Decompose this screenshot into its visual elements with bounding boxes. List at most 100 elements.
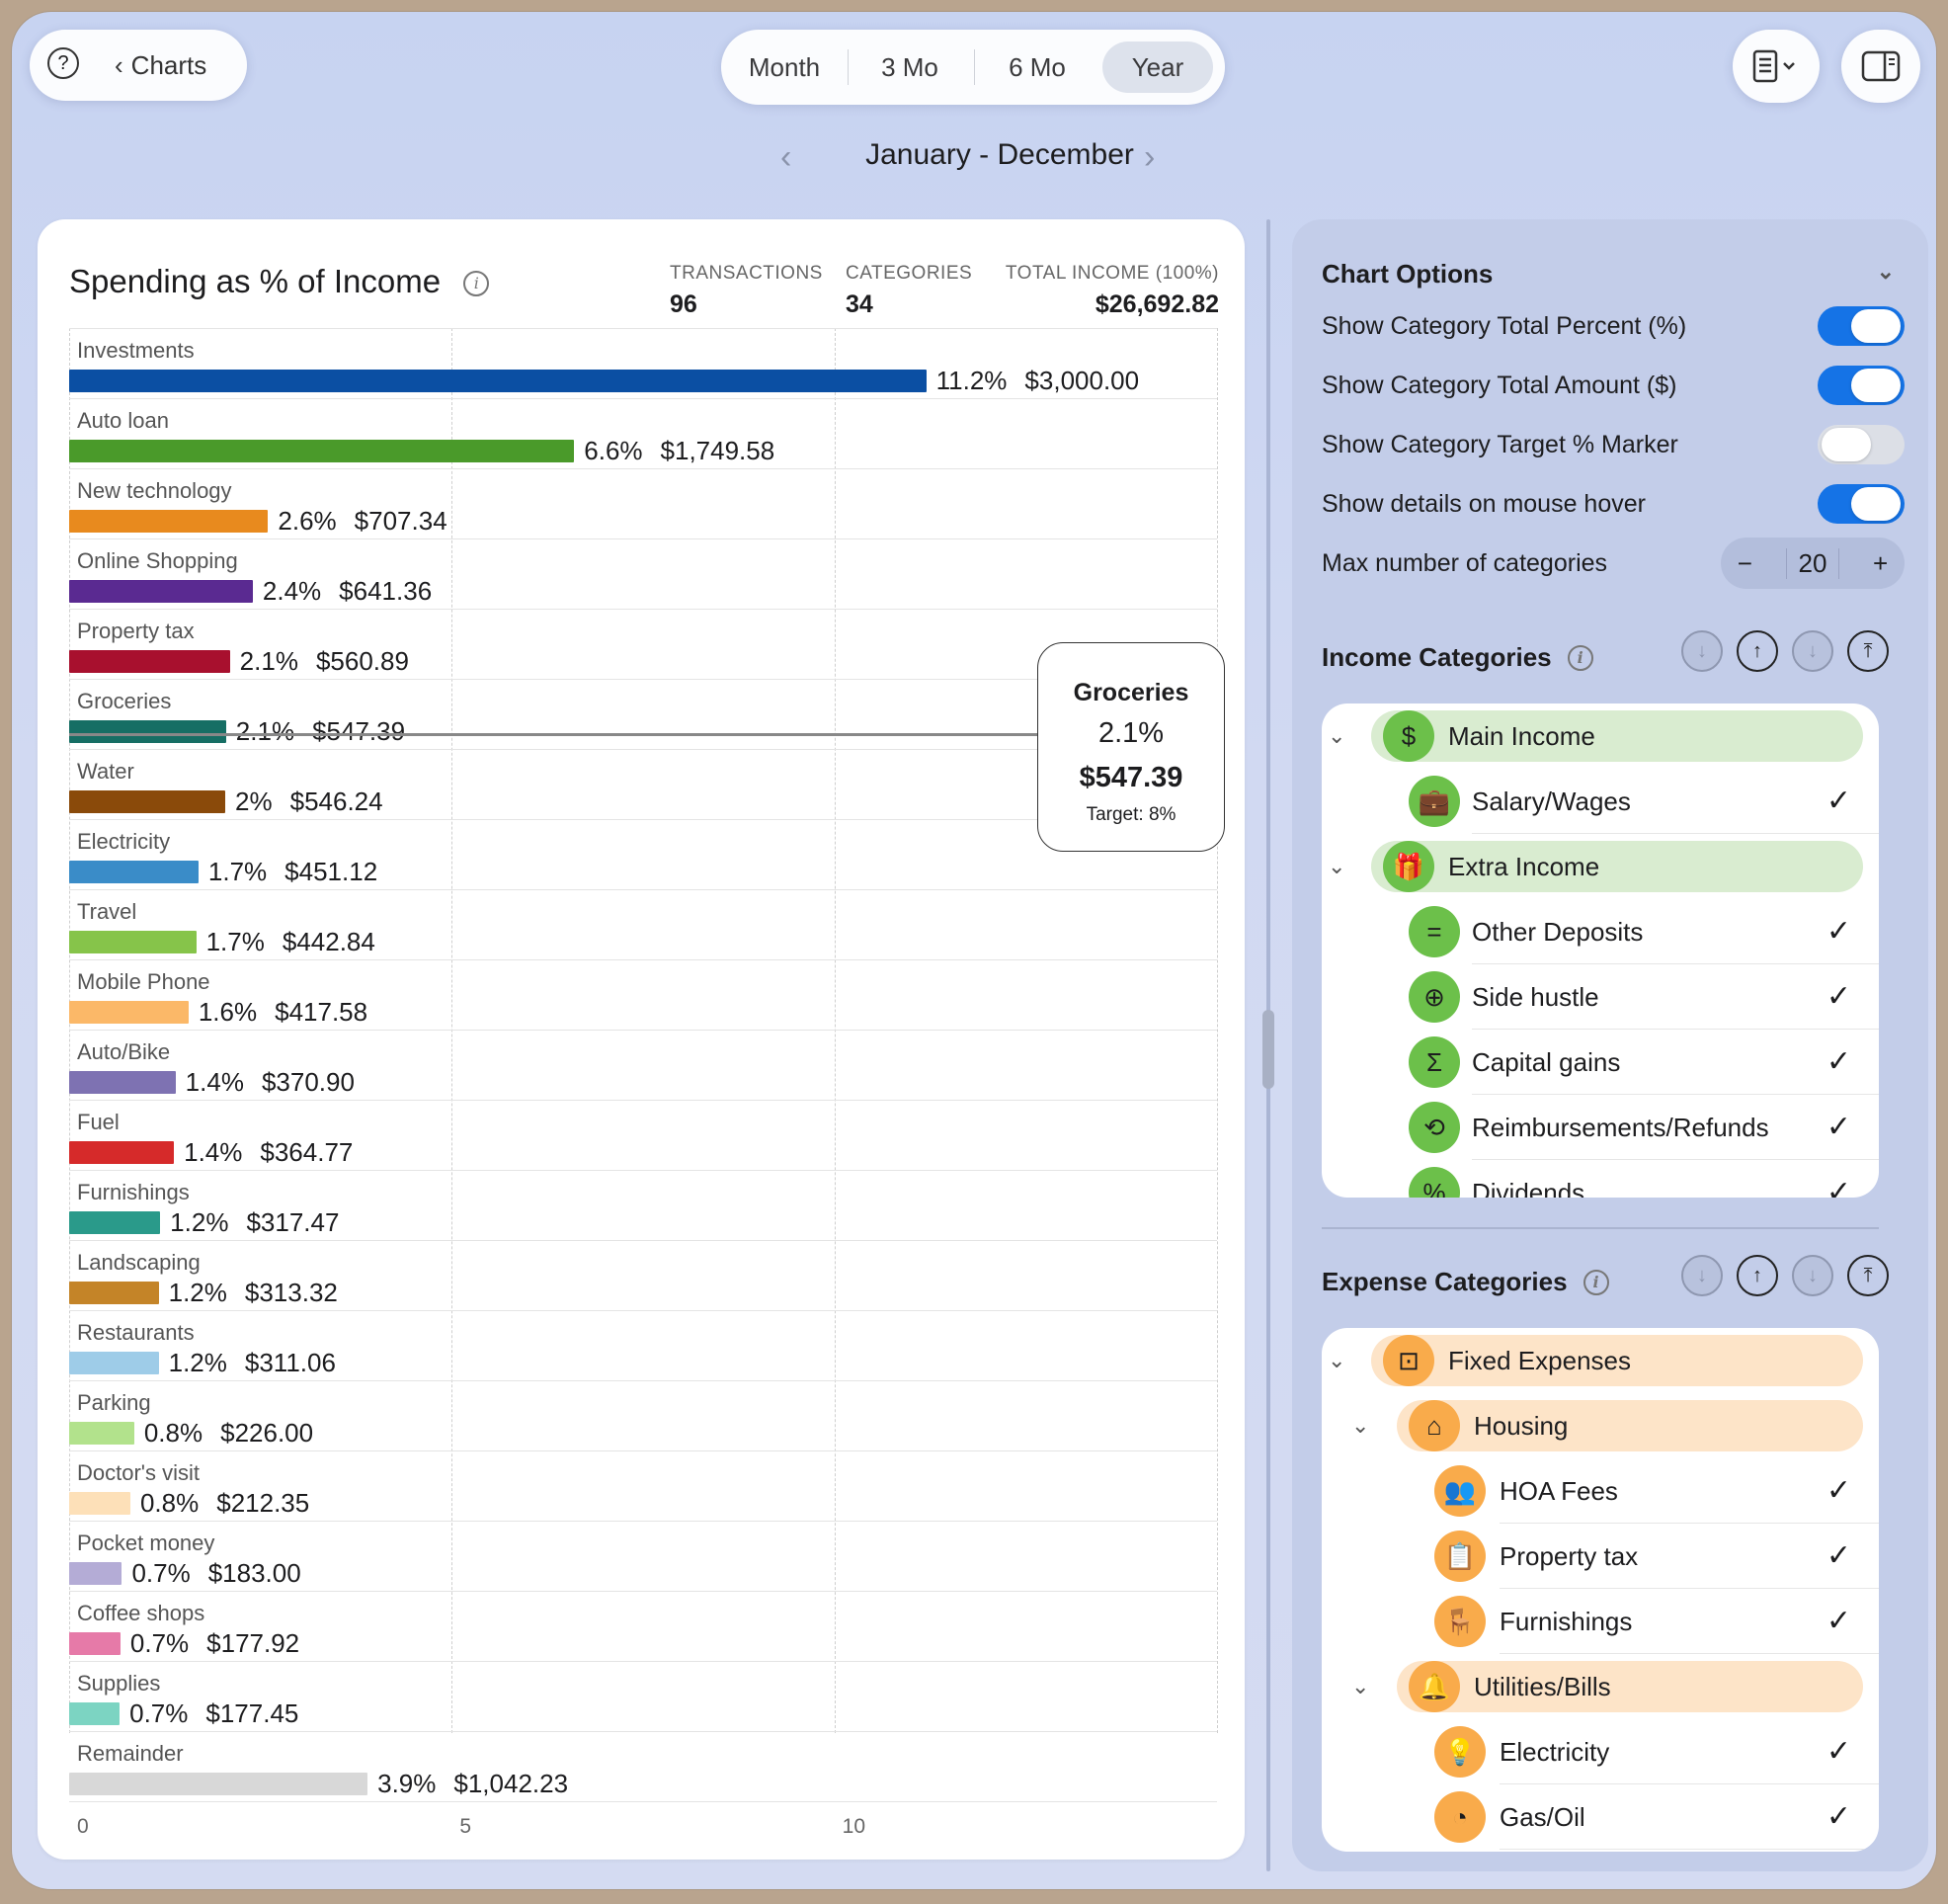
segment-divider xyxy=(974,49,975,85)
segment-month[interactable]: Month xyxy=(748,52,821,82)
move-down-button[interactable]: ↓ xyxy=(1792,630,1833,672)
row-separator xyxy=(69,959,1217,960)
move-up-button[interactable]: ↑ xyxy=(1737,630,1778,672)
chevron-down-icon[interactable]: ⌄ xyxy=(1351,1674,1370,1698)
toggle-show-percent[interactable] xyxy=(1818,306,1905,346)
category-row[interactable]: % Dividends ✓ xyxy=(1322,1160,1879,1198)
segment-year[interactable]: Year xyxy=(1102,41,1213,93)
bar[interactable] xyxy=(69,370,927,392)
row-separator xyxy=(69,1310,1217,1311)
segment-3mo[interactable]: 3 Mo xyxy=(881,52,938,82)
bar[interactable] xyxy=(69,1352,159,1374)
checkmark-icon[interactable]: ✓ xyxy=(1826,1176,1851,1198)
bar[interactable] xyxy=(69,1492,130,1515)
group-highlight xyxy=(1371,1335,1863,1386)
group-highlight xyxy=(1371,841,1863,892)
bar-value-label: 0.7% $183.00 xyxy=(131,1558,318,1589)
chevron-down-icon[interactable]: ⌄ xyxy=(1328,1348,1346,1372)
bar[interactable] xyxy=(69,931,197,953)
bar-amount: $3,000.00 xyxy=(1024,366,1140,395)
bar-value-label: 1.2% $313.32 xyxy=(169,1278,356,1308)
move-top-button[interactable]: ⤒ xyxy=(1847,630,1889,672)
decrement-button[interactable]: − xyxy=(1737,547,1752,578)
group-highlight xyxy=(1371,710,1863,762)
move-bottom-button[interactable]: ↓ xyxy=(1681,630,1723,672)
checkmark-icon[interactable]: ✓ xyxy=(1826,1474,1851,1507)
category-row[interactable]: ⌄ ⊡ Fixed Expenses xyxy=(1322,1328,1879,1393)
bar[interactable] xyxy=(69,1282,159,1304)
checkmark-icon[interactable]: ✓ xyxy=(1826,1045,1851,1078)
chart-options-header[interactable]: Chart Options ⌄ xyxy=(1322,259,1895,290)
bar[interactable] xyxy=(69,580,253,603)
checkmark-icon[interactable]: ✓ xyxy=(1826,915,1851,948)
category-row[interactable]: ◔ Gas/Oil ✓ xyxy=(1322,1784,1879,1850)
category-row[interactable]: ⌄ 🎁 Extra Income xyxy=(1322,834,1879,899)
category-row[interactable]: ⊕ Side hustle ✓ xyxy=(1322,964,1879,1030)
toggle-sidebar-button[interactable] xyxy=(1841,30,1920,103)
category-row[interactable]: ⌄ 🔔 Utilities/Bills xyxy=(1322,1654,1879,1719)
checkmark-icon[interactable]: ✓ xyxy=(1826,1605,1851,1637)
info-icon[interactable]: i xyxy=(1567,644,1593,671)
info-icon[interactable]: i xyxy=(463,270,490,296)
bar[interactable] xyxy=(69,861,199,883)
move-up-button[interactable]: ↑ xyxy=(1737,1255,1778,1296)
chart-options-title: Chart Options xyxy=(1322,259,1494,289)
checkmark-icon[interactable]: ✓ xyxy=(1826,785,1851,817)
previous-period-button[interactable]: ‹ xyxy=(780,138,792,176)
toggle-show-target[interactable] xyxy=(1818,425,1905,464)
percent-icon: % xyxy=(1409,1167,1460,1198)
category-row[interactable]: 💡 Electricity ✓ xyxy=(1322,1719,1879,1784)
info-icon[interactable]: i xyxy=(1583,1269,1609,1295)
category-row[interactable]: = Other Deposits ✓ xyxy=(1322,899,1879,964)
category-row[interactable]: Σ Capital gains ✓ xyxy=(1322,1030,1879,1095)
category-row[interactable]: ⌄ ⌂ Housing xyxy=(1322,1393,1879,1458)
bar[interactable] xyxy=(69,510,269,533)
bar[interactable] xyxy=(69,1632,121,1655)
option-label: Show Category Total Percent (%) xyxy=(1322,311,1687,340)
bar[interactable] xyxy=(69,1071,176,1094)
category-row[interactable]: 💼 Salary/Wages ✓ xyxy=(1322,769,1879,834)
bar[interactable] xyxy=(69,1702,121,1725)
bar[interactable] xyxy=(69,1211,161,1234)
bar[interactable] xyxy=(69,1773,368,1795)
move-top-button[interactable]: ⤒ xyxy=(1847,1255,1889,1296)
category-label: Property tax xyxy=(1500,1541,1639,1571)
next-period-button[interactable]: › xyxy=(1144,138,1156,176)
toggle-hover-details[interactable] xyxy=(1818,484,1905,524)
bar-percent: 1.4% xyxy=(185,1067,244,1097)
bar[interactable] xyxy=(69,1141,175,1164)
checkmark-icon[interactable]: ✓ xyxy=(1826,1800,1851,1833)
report-menu-button[interactable] xyxy=(1733,30,1820,103)
split-resize-handle[interactable] xyxy=(1262,1010,1274,1089)
bar[interactable] xyxy=(69,720,226,743)
bar[interactable] xyxy=(69,790,226,813)
move-bottom-button[interactable]: ↓ xyxy=(1681,1255,1723,1296)
bar[interactable] xyxy=(69,1422,134,1445)
help-button[interactable]: ? xyxy=(47,47,79,79)
bar[interactable] xyxy=(69,650,230,673)
chevron-down-icon[interactable]: ⌄ xyxy=(1351,1413,1370,1438)
checkmark-icon[interactable]: ✓ xyxy=(1826,980,1851,1013)
segment-6mo[interactable]: 6 Mo xyxy=(1009,52,1066,82)
move-down-button[interactable]: ↓ xyxy=(1792,1255,1833,1296)
checkmark-icon[interactable]: ✓ xyxy=(1826,1111,1851,1143)
bar-category-label: Mobile Phone xyxy=(77,969,210,994)
checkmark-icon[interactable]: ✓ xyxy=(1826,1539,1851,1572)
category-row[interactable]: 🪑 Furnishings ✓ xyxy=(1322,1589,1879,1654)
bar[interactable] xyxy=(69,1001,189,1024)
increment-button[interactable]: + xyxy=(1873,547,1889,578)
category-row[interactable]: 📋 Property tax ✓ xyxy=(1322,1524,1879,1589)
checkmark-icon[interactable]: ✓ xyxy=(1826,1735,1851,1768)
gauge-icon: ◔ xyxy=(1434,1791,1486,1843)
bar-percent: 2.1% xyxy=(239,646,298,676)
category-row[interactable]: ⌄ $ Main Income xyxy=(1322,704,1879,769)
bar[interactable] xyxy=(69,1562,122,1585)
category-row[interactable]: ⟲ Reimbursements/Refunds ✓ xyxy=(1322,1095,1879,1160)
chevron-down-icon[interactable]: ⌄ xyxy=(1328,854,1346,878)
toggle-show-amount[interactable] xyxy=(1818,366,1905,405)
bar[interactable] xyxy=(69,440,575,462)
chevron-down-icon[interactable]: ⌄ xyxy=(1328,723,1346,748)
category-row[interactable]: 👥 HOA Fees ✓ xyxy=(1322,1458,1879,1524)
back-button[interactable]: ‹ Charts xyxy=(115,30,206,101)
income-sort-buttons: ↓ ↑ ↓ ⤒ xyxy=(1681,630,1889,672)
